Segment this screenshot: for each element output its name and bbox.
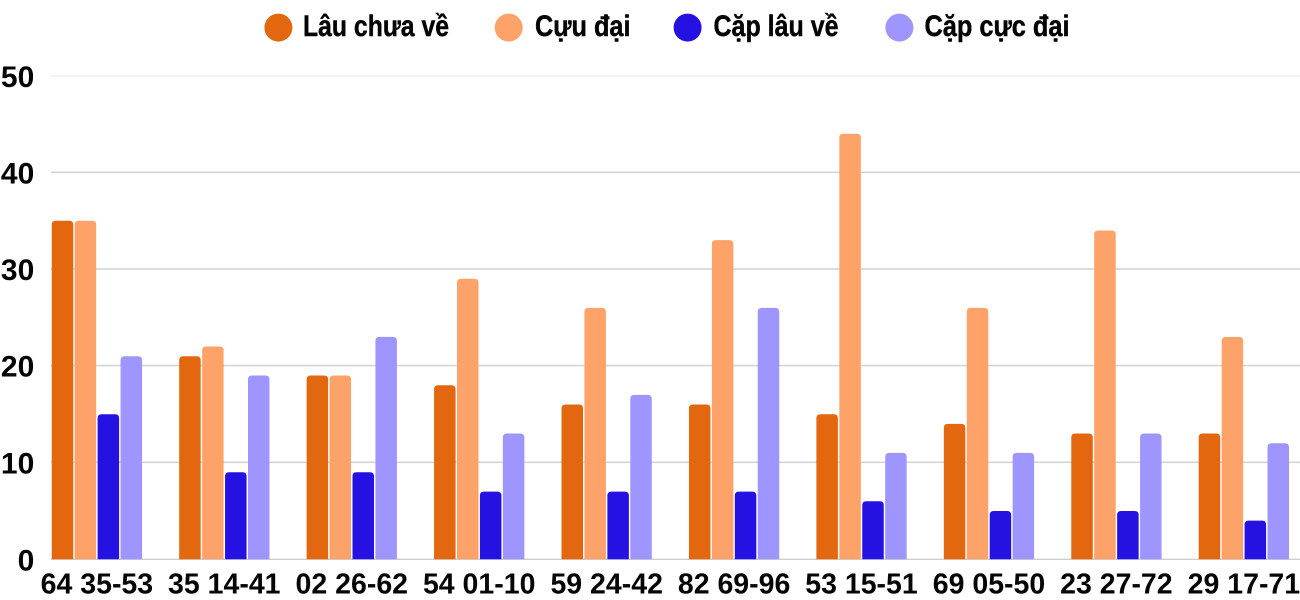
svg-text:02 26-62: 02 26-62: [296, 569, 409, 600]
svg-text:40: 40: [1, 157, 34, 190]
svg-text:54 01-10: 54 01-10: [423, 569, 536, 600]
svg-text:50: 50: [1, 61, 34, 94]
svg-text:23 27-72: 23 27-72: [1060, 569, 1173, 600]
svg-text:53 15-51: 53 15-51: [805, 569, 918, 600]
svg-text:30: 30: [1, 254, 34, 287]
svg-text:Cựu đại: Cựu đại: [535, 10, 631, 43]
svg-text:0: 0: [18, 544, 35, 577]
svg-text:69 05-50: 69 05-50: [933, 569, 1046, 600]
svg-text:59 24-42: 59 24-42: [550, 569, 663, 600]
svg-text:10: 10: [1, 447, 34, 480]
svg-text:20: 20: [1, 351, 34, 384]
svg-text:82 69-96: 82 69-96: [678, 569, 791, 600]
svg-text:29 17-71: 29 17-71: [1188, 569, 1300, 600]
svg-text:Cặp cực đại: Cặp cực đại: [925, 10, 1070, 43]
svg-text:Cặp lâu về: Cặp lâu về: [714, 10, 839, 43]
svg-text:64 35-53: 64 35-53: [41, 569, 154, 600]
svg-text:Lâu chưa về: Lâu chưa về: [303, 10, 449, 43]
svg-text:35 14-41: 35 14-41: [168, 569, 281, 600]
